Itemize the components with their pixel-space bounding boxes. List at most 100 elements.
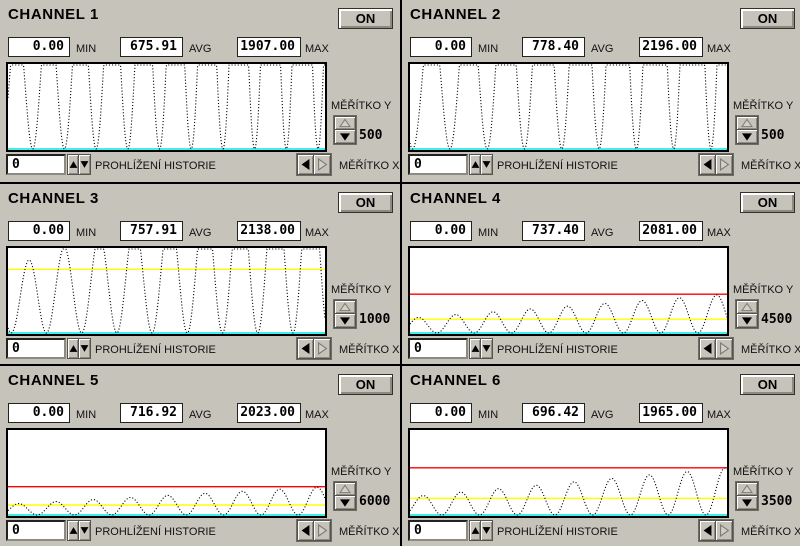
scale-x-left-button[interactable] bbox=[699, 520, 716, 541]
max-label: MAX bbox=[707, 227, 731, 239]
scale-y-value[interactable]: 500 bbox=[761, 128, 785, 143]
scale-x-left-button[interactable] bbox=[297, 520, 314, 541]
scale-y-label: MĚŘÍTKO Y bbox=[331, 100, 392, 112]
scale-x-right-button[interactable] bbox=[716, 154, 733, 175]
history-spinner bbox=[469, 154, 493, 175]
scale-x-left-button[interactable] bbox=[297, 154, 314, 175]
triangle-down-icon bbox=[80, 161, 89, 168]
scale-y-up-button[interactable] bbox=[736, 116, 758, 130]
on-button[interactable]: ON bbox=[740, 374, 795, 395]
scale-y-label: MĚŘÍTKO Y bbox=[733, 100, 794, 112]
avg-display: 757.91 bbox=[120, 221, 183, 241]
triangle-right-icon bbox=[719, 158, 729, 171]
scale-y-up-button[interactable] bbox=[334, 300, 356, 314]
scale-x-left-button[interactable] bbox=[297, 338, 314, 359]
history-input[interactable]: 0 bbox=[6, 154, 66, 175]
scale-y-down-button[interactable] bbox=[334, 314, 356, 328]
triangle-left-icon bbox=[301, 343, 310, 354]
history-down-button[interactable] bbox=[481, 338, 493, 359]
history-up-button[interactable] bbox=[469, 154, 481, 175]
history-down-button[interactable] bbox=[79, 154, 91, 175]
scale-y-down-button[interactable] bbox=[334, 130, 356, 144]
triangle-right-icon bbox=[317, 524, 327, 537]
history-input[interactable]: 0 bbox=[6, 520, 66, 541]
scale-y-label: MĚŘÍTKO Y bbox=[331, 284, 392, 296]
scale-y-up-button[interactable] bbox=[334, 116, 356, 130]
max-label: MAX bbox=[305, 43, 329, 55]
max-display: 1907.00 bbox=[237, 37, 301, 57]
history-label: PROHLÍŽENÍ HISTORIE bbox=[497, 344, 618, 356]
scale-y-label: MĚŘÍTKO Y bbox=[733, 466, 794, 478]
history-label: PROHLÍŽENÍ HISTORIE bbox=[497, 526, 618, 538]
on-button[interactable]: ON bbox=[740, 8, 795, 29]
on-button[interactable]: ON bbox=[338, 8, 393, 29]
scale-x-arrows bbox=[698, 519, 734, 542]
on-button[interactable]: ON bbox=[338, 374, 393, 395]
history-up-button[interactable] bbox=[67, 520, 79, 541]
triangle-up-icon bbox=[339, 118, 351, 128]
channel-panel: CHANNEL 4 ON 0.00 MIN 737.40 AVG 2081.00… bbox=[400, 182, 800, 364]
history-up-button[interactable] bbox=[67, 154, 79, 175]
triangle-down-icon bbox=[80, 345, 89, 352]
scale-x-label: MĚŘÍTKO X bbox=[339, 344, 400, 356]
avg-label: AVG bbox=[189, 43, 212, 55]
history-up-button[interactable] bbox=[67, 338, 79, 359]
scale-y-up-button[interactable] bbox=[334, 482, 356, 496]
triangle-up-icon bbox=[339, 484, 351, 494]
on-button[interactable]: ON bbox=[740, 192, 795, 213]
history-up-button[interactable] bbox=[469, 338, 481, 359]
triangle-right-icon bbox=[719, 342, 729, 355]
signal-trace bbox=[8, 248, 325, 334]
scale-x-left-button[interactable] bbox=[699, 154, 716, 175]
scale-y-spinner bbox=[333, 115, 357, 145]
max-label: MAX bbox=[707, 409, 731, 421]
max-display: 1965.00 bbox=[639, 403, 703, 423]
scale-y-up-button[interactable] bbox=[736, 300, 758, 314]
avg-display: 737.40 bbox=[522, 221, 585, 241]
scale-y-down-button[interactable] bbox=[736, 314, 758, 328]
avg-label: AVG bbox=[591, 409, 614, 421]
scale-y-down-button[interactable] bbox=[736, 130, 758, 144]
min-display: 0.00 bbox=[8, 37, 70, 57]
scale-y-down-button[interactable] bbox=[736, 496, 758, 510]
history-input[interactable]: 0 bbox=[408, 520, 468, 541]
min-label: MIN bbox=[478, 227, 499, 239]
history-down-button[interactable] bbox=[79, 520, 91, 541]
scale-y-up-button[interactable] bbox=[736, 482, 758, 496]
triangle-up-icon bbox=[69, 161, 77, 168]
history-input[interactable]: 0 bbox=[408, 338, 468, 359]
scale-x-left-button[interactable] bbox=[699, 338, 716, 359]
min-label: MIN bbox=[478, 43, 499, 55]
history-input[interactable]: 0 bbox=[6, 338, 66, 359]
scale-y-value[interactable]: 1000 bbox=[359, 312, 391, 327]
scale-x-right-button[interactable] bbox=[716, 520, 733, 541]
min-display: 0.00 bbox=[8, 221, 70, 241]
scale-x-right-button[interactable] bbox=[314, 520, 331, 541]
max-display: 2138.00 bbox=[237, 221, 301, 241]
history-up-button[interactable] bbox=[469, 520, 481, 541]
on-button[interactable]: ON bbox=[338, 192, 393, 213]
history-down-button[interactable] bbox=[481, 520, 493, 541]
scale-x-right-button[interactable] bbox=[716, 338, 733, 359]
history-down-button[interactable] bbox=[79, 338, 91, 359]
avg-label: AVG bbox=[591, 227, 614, 239]
scale-x-right-button[interactable] bbox=[314, 338, 331, 359]
history-input[interactable]: 0 bbox=[408, 154, 468, 175]
channel-title: CHANNEL 5 bbox=[8, 372, 99, 389]
scale-x-arrows bbox=[698, 337, 734, 360]
scale-y-down-button[interactable] bbox=[334, 496, 356, 510]
scale-y-value[interactable]: 3500 bbox=[761, 494, 793, 509]
signal-trace bbox=[410, 467, 727, 516]
history-spinner bbox=[67, 338, 91, 359]
min-display: 0.00 bbox=[410, 37, 472, 57]
scale-y-value[interactable]: 4500 bbox=[761, 312, 793, 327]
scale-y-value[interactable]: 6000 bbox=[359, 494, 391, 509]
triangle-right-icon bbox=[317, 342, 327, 355]
history-down-button[interactable] bbox=[481, 154, 493, 175]
triangle-up-icon bbox=[471, 345, 479, 352]
scale-x-right-button[interactable] bbox=[314, 154, 331, 175]
scale-x-label: MĚŘÍTKO X bbox=[741, 160, 800, 172]
scale-y-value[interactable]: 500 bbox=[359, 128, 383, 143]
min-label: MIN bbox=[478, 409, 499, 421]
triangle-down-icon bbox=[482, 345, 491, 352]
